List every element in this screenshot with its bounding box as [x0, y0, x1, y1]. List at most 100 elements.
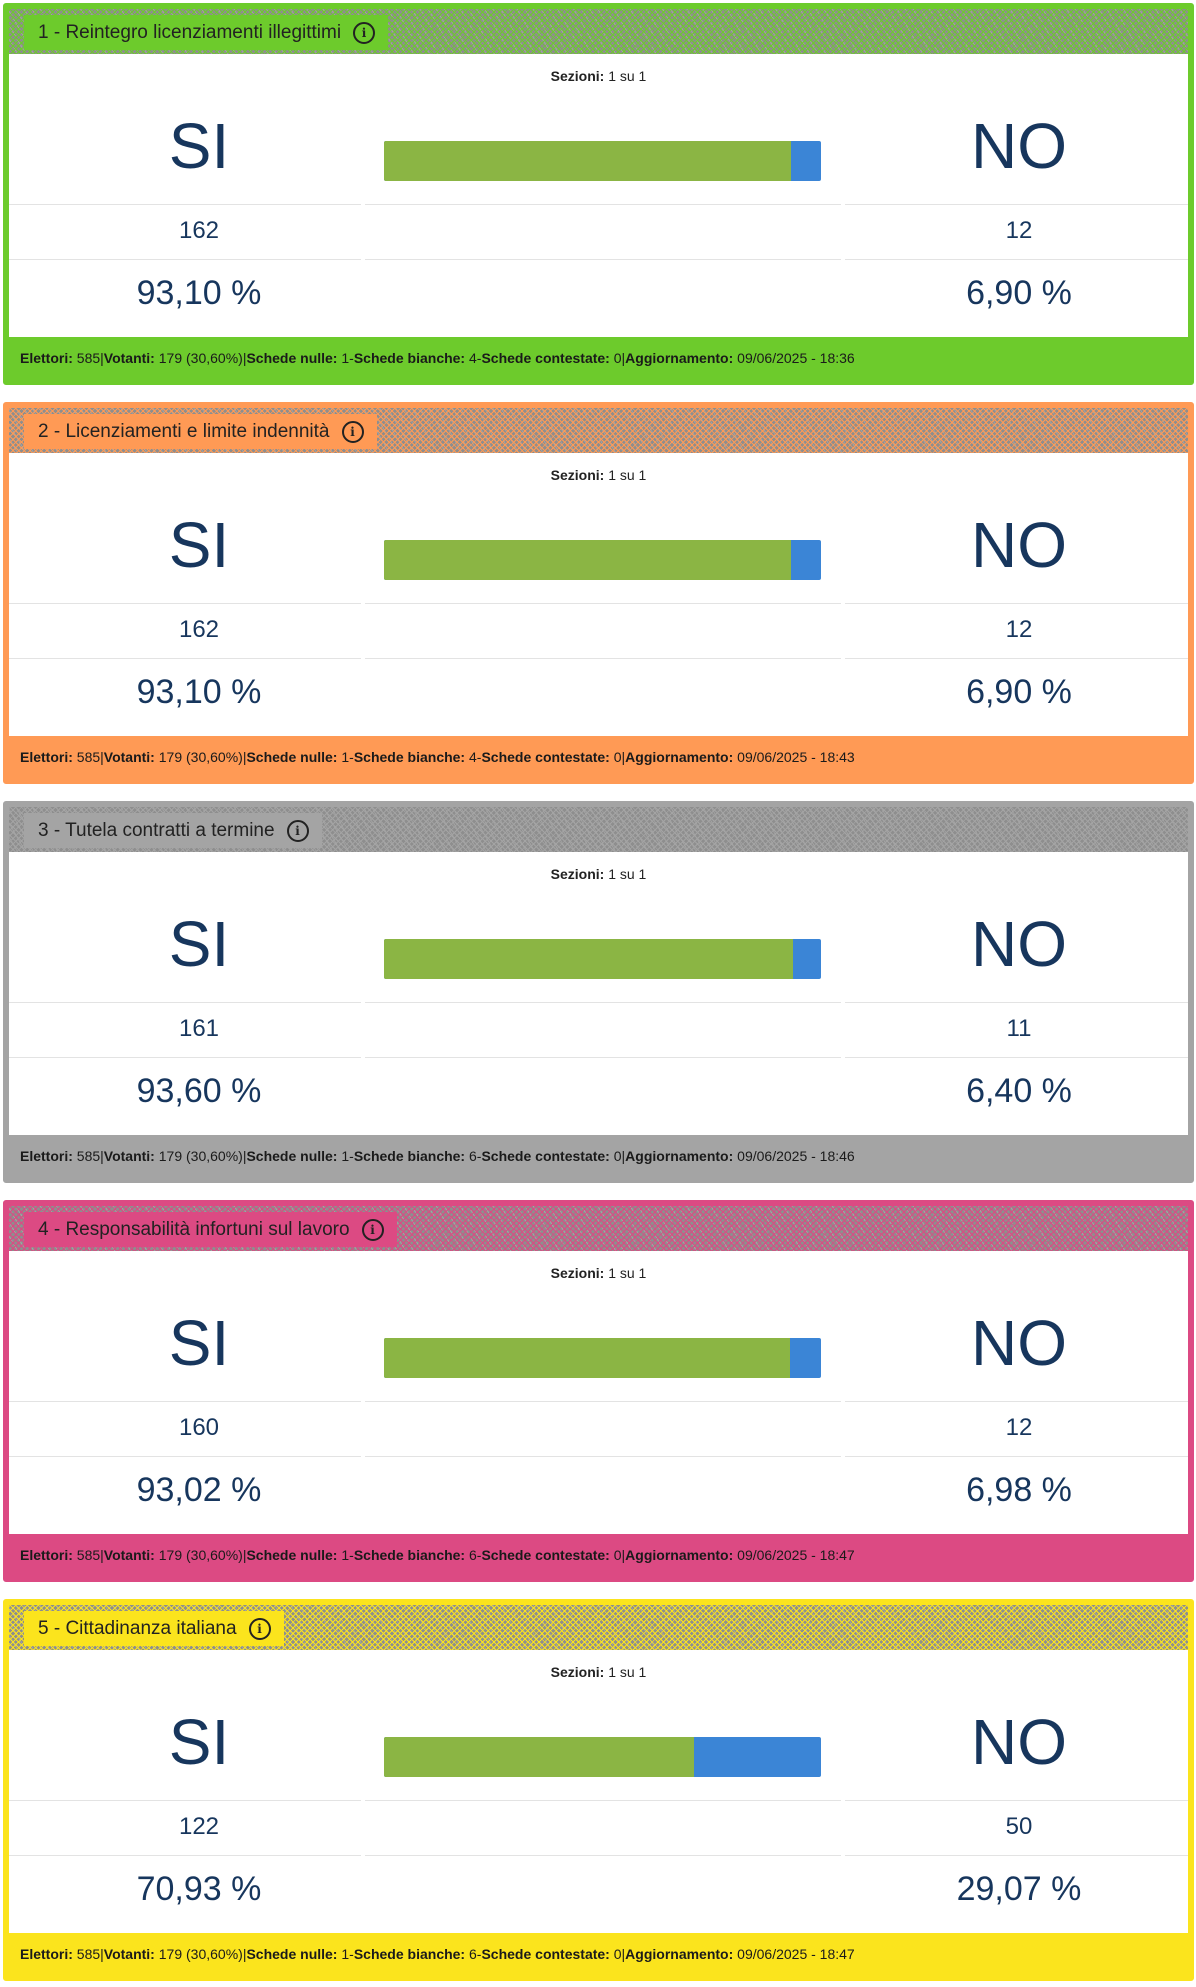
blank-ballots-value: 6	[469, 1148, 477, 1164]
result-bar	[384, 540, 821, 580]
info-icon[interactable]: i	[286, 819, 309, 842]
card-body: Sezioni: 1 su 1 SI NO 122 50 70,93 % 29,…	[9, 1650, 1188, 1933]
referendum-card-2: 2 - Licenziamenti e limite indennità i S…	[3, 402, 1194, 784]
no-label: NO	[971, 509, 1067, 581]
yes-percentage: 93,60 %	[136, 1072, 262, 1110]
sections-info: Sezioni: 1 su 1	[550, 1265, 647, 1281]
card-header: 1 - Reintegro licenziamenti illegittimi …	[9, 9, 1188, 54]
no-count: 11	[1006, 1015, 1032, 1042]
no-percentage: 6,40 %	[966, 1072, 1072, 1110]
electors-value: 585	[76, 350, 101, 366]
yes-label: SI	[168, 509, 230, 581]
yes-label: SI	[168, 110, 230, 182]
result-bar	[384, 939, 821, 979]
no-count: 12	[1005, 616, 1033, 643]
info-icon[interactable]: i	[361, 1218, 384, 1241]
yes-percentage: 93,10 %	[136, 274, 262, 312]
no-percentage: 6,98 %	[966, 1471, 1072, 1509]
yes-bar-fill	[384, 141, 791, 181]
card-title-text: 4 - Responsabilità infortuni sul lavoro	[38, 1218, 350, 1240]
electors-value: 585	[76, 1547, 101, 1563]
card-title-text: 1 - Reintegro licenziamenti illegittimi	[38, 21, 342, 43]
card-title: 3 - Tutela contratti a termine i	[24, 813, 322, 848]
sections-info: Sezioni: 1 su 1	[550, 467, 647, 483]
card-title: 1 - Reintegro licenziamenti illegittimi …	[24, 15, 389, 50]
card-title: 4 - Responsabilità infortuni sul lavoro …	[24, 1212, 397, 1247]
card-body: Sezioni: 1 su 1 SI NO 162 12 93,10 % 6,9…	[9, 54, 1188, 337]
sections-info: Sezioni: 1 su 1	[550, 866, 647, 882]
card-footer: Elettori: 585 | Votanti: 179 (30,60%) | …	[20, 350, 855, 366]
yes-count: 160	[178, 1414, 220, 1441]
no-count: 12	[1005, 1414, 1033, 1441]
contested-ballots-value: 0	[613, 350, 622, 366]
update-timestamp: 09/06/2025 - 18:47	[737, 1547, 855, 1563]
info-icon[interactable]: i	[341, 420, 364, 443]
yes-percentage: 70,93 %	[136, 1870, 262, 1908]
no-count: 50	[1005, 1813, 1033, 1840]
yes-count: 162	[178, 616, 220, 643]
card-title-text: 3 - Tutela contratti a termine	[38, 819, 275, 841]
electors-value: 585	[76, 749, 101, 765]
update-timestamp: 09/06/2025 - 18:43	[737, 749, 855, 765]
referendum-card-3: 3 - Tutela contratti a termine i Sezioni…	[3, 801, 1194, 1183]
update-timestamp: 09/06/2025 - 18:46	[737, 1148, 855, 1164]
null-ballots-value: 1	[341, 749, 350, 765]
null-ballots-value: 1	[341, 1547, 350, 1563]
null-ballots-value: 1	[341, 1148, 350, 1164]
voters-value: 179 (30,60%)	[158, 1946, 243, 1962]
contested-ballots-value: 0	[613, 1547, 622, 1563]
referendum-card-4: 4 - Responsabilità infortuni sul lavoro …	[3, 1200, 1194, 1582]
no-percentage: 29,07 %	[956, 1870, 1082, 1908]
result-bar	[384, 1737, 821, 1777]
card-title: 2 - Licenziamenti e limite indennità i	[24, 414, 377, 449]
card-footer: Elettori: 585 | Votanti: 179 (30,60%) | …	[20, 1148, 855, 1164]
card-header: 3 - Tutela contratti a termine i	[9, 807, 1188, 852]
yes-label: SI	[168, 908, 230, 980]
card-title-text: 5 - Cittadinanza italiana	[38, 1617, 237, 1639]
contested-ballots-value: 0	[613, 749, 622, 765]
blank-ballots-value: 4	[469, 350, 477, 366]
referendum-card-1: 1 - Reintegro licenziamenti illegittimi …	[3, 3, 1194, 385]
null-ballots-value: 1	[341, 1946, 350, 1962]
blank-ballots-value: 4	[469, 749, 477, 765]
voters-value: 179 (30,60%)	[158, 749, 243, 765]
no-label: NO	[971, 1706, 1067, 1778]
no-percentage: 6,90 %	[966, 673, 1072, 711]
voters-value: 179 (30,60%)	[158, 350, 243, 366]
card-footer: Elettori: 585 | Votanti: 179 (30,60%) | …	[20, 1946, 855, 1962]
yes-bar-fill	[384, 1338, 791, 1378]
card-header: 2 - Licenziamenti e limite indennità i	[9, 408, 1188, 453]
no-percentage: 6,90 %	[966, 274, 1072, 312]
card-footer: Elettori: 585 | Votanti: 179 (30,60%) | …	[20, 1547, 855, 1563]
electors-value: 585	[76, 1946, 101, 1962]
card-body: Sezioni: 1 su 1 SI NO 162 12 93,10 % 6,9…	[9, 453, 1188, 736]
electors-value: 585	[76, 1148, 101, 1164]
card-footer: Elettori: 585 | Votanti: 179 (30,60%) | …	[20, 749, 855, 765]
update-timestamp: 09/06/2025 - 18:36	[737, 350, 855, 366]
yes-count: 122	[178, 1813, 220, 1840]
no-label: NO	[971, 908, 1067, 980]
card-title-text: 2 - Licenziamenti e limite indennità	[38, 420, 330, 442]
yes-label: SI	[168, 1307, 230, 1379]
update-timestamp: 09/06/2025 - 18:47	[737, 1946, 855, 1962]
no-label: NO	[971, 1307, 1067, 1379]
info-icon[interactable]: i	[353, 21, 376, 44]
card-header: 4 - Responsabilità infortuni sul lavoro …	[9, 1206, 1188, 1251]
no-count: 12	[1005, 217, 1033, 244]
card-header: 5 - Cittadinanza italiana i	[9, 1605, 1188, 1650]
card-body: Sezioni: 1 su 1 SI NO 160 12 93,02 % 6,9…	[9, 1251, 1188, 1534]
sections-info: Sezioni: 1 su 1	[550, 68, 647, 84]
card-title: 5 - Cittadinanza italiana i	[24, 1611, 284, 1646]
blank-ballots-value: 6	[469, 1547, 477, 1563]
yes-label: SI	[168, 1706, 230, 1778]
card-body: Sezioni: 1 su 1 SI NO 161 11 93,60 % 6,4…	[9, 852, 1188, 1135]
yes-percentage: 93,10 %	[136, 673, 262, 711]
result-bar	[384, 141, 821, 181]
info-icon[interactable]: i	[248, 1617, 271, 1640]
null-ballots-value: 1	[341, 350, 350, 366]
sections-info: Sezioni: 1 su 1	[550, 1664, 647, 1680]
no-label: NO	[971, 110, 1067, 182]
voters-value: 179 (30,60%)	[158, 1547, 243, 1563]
yes-count: 162	[178, 217, 220, 244]
yes-percentage: 93,02 %	[136, 1471, 262, 1509]
